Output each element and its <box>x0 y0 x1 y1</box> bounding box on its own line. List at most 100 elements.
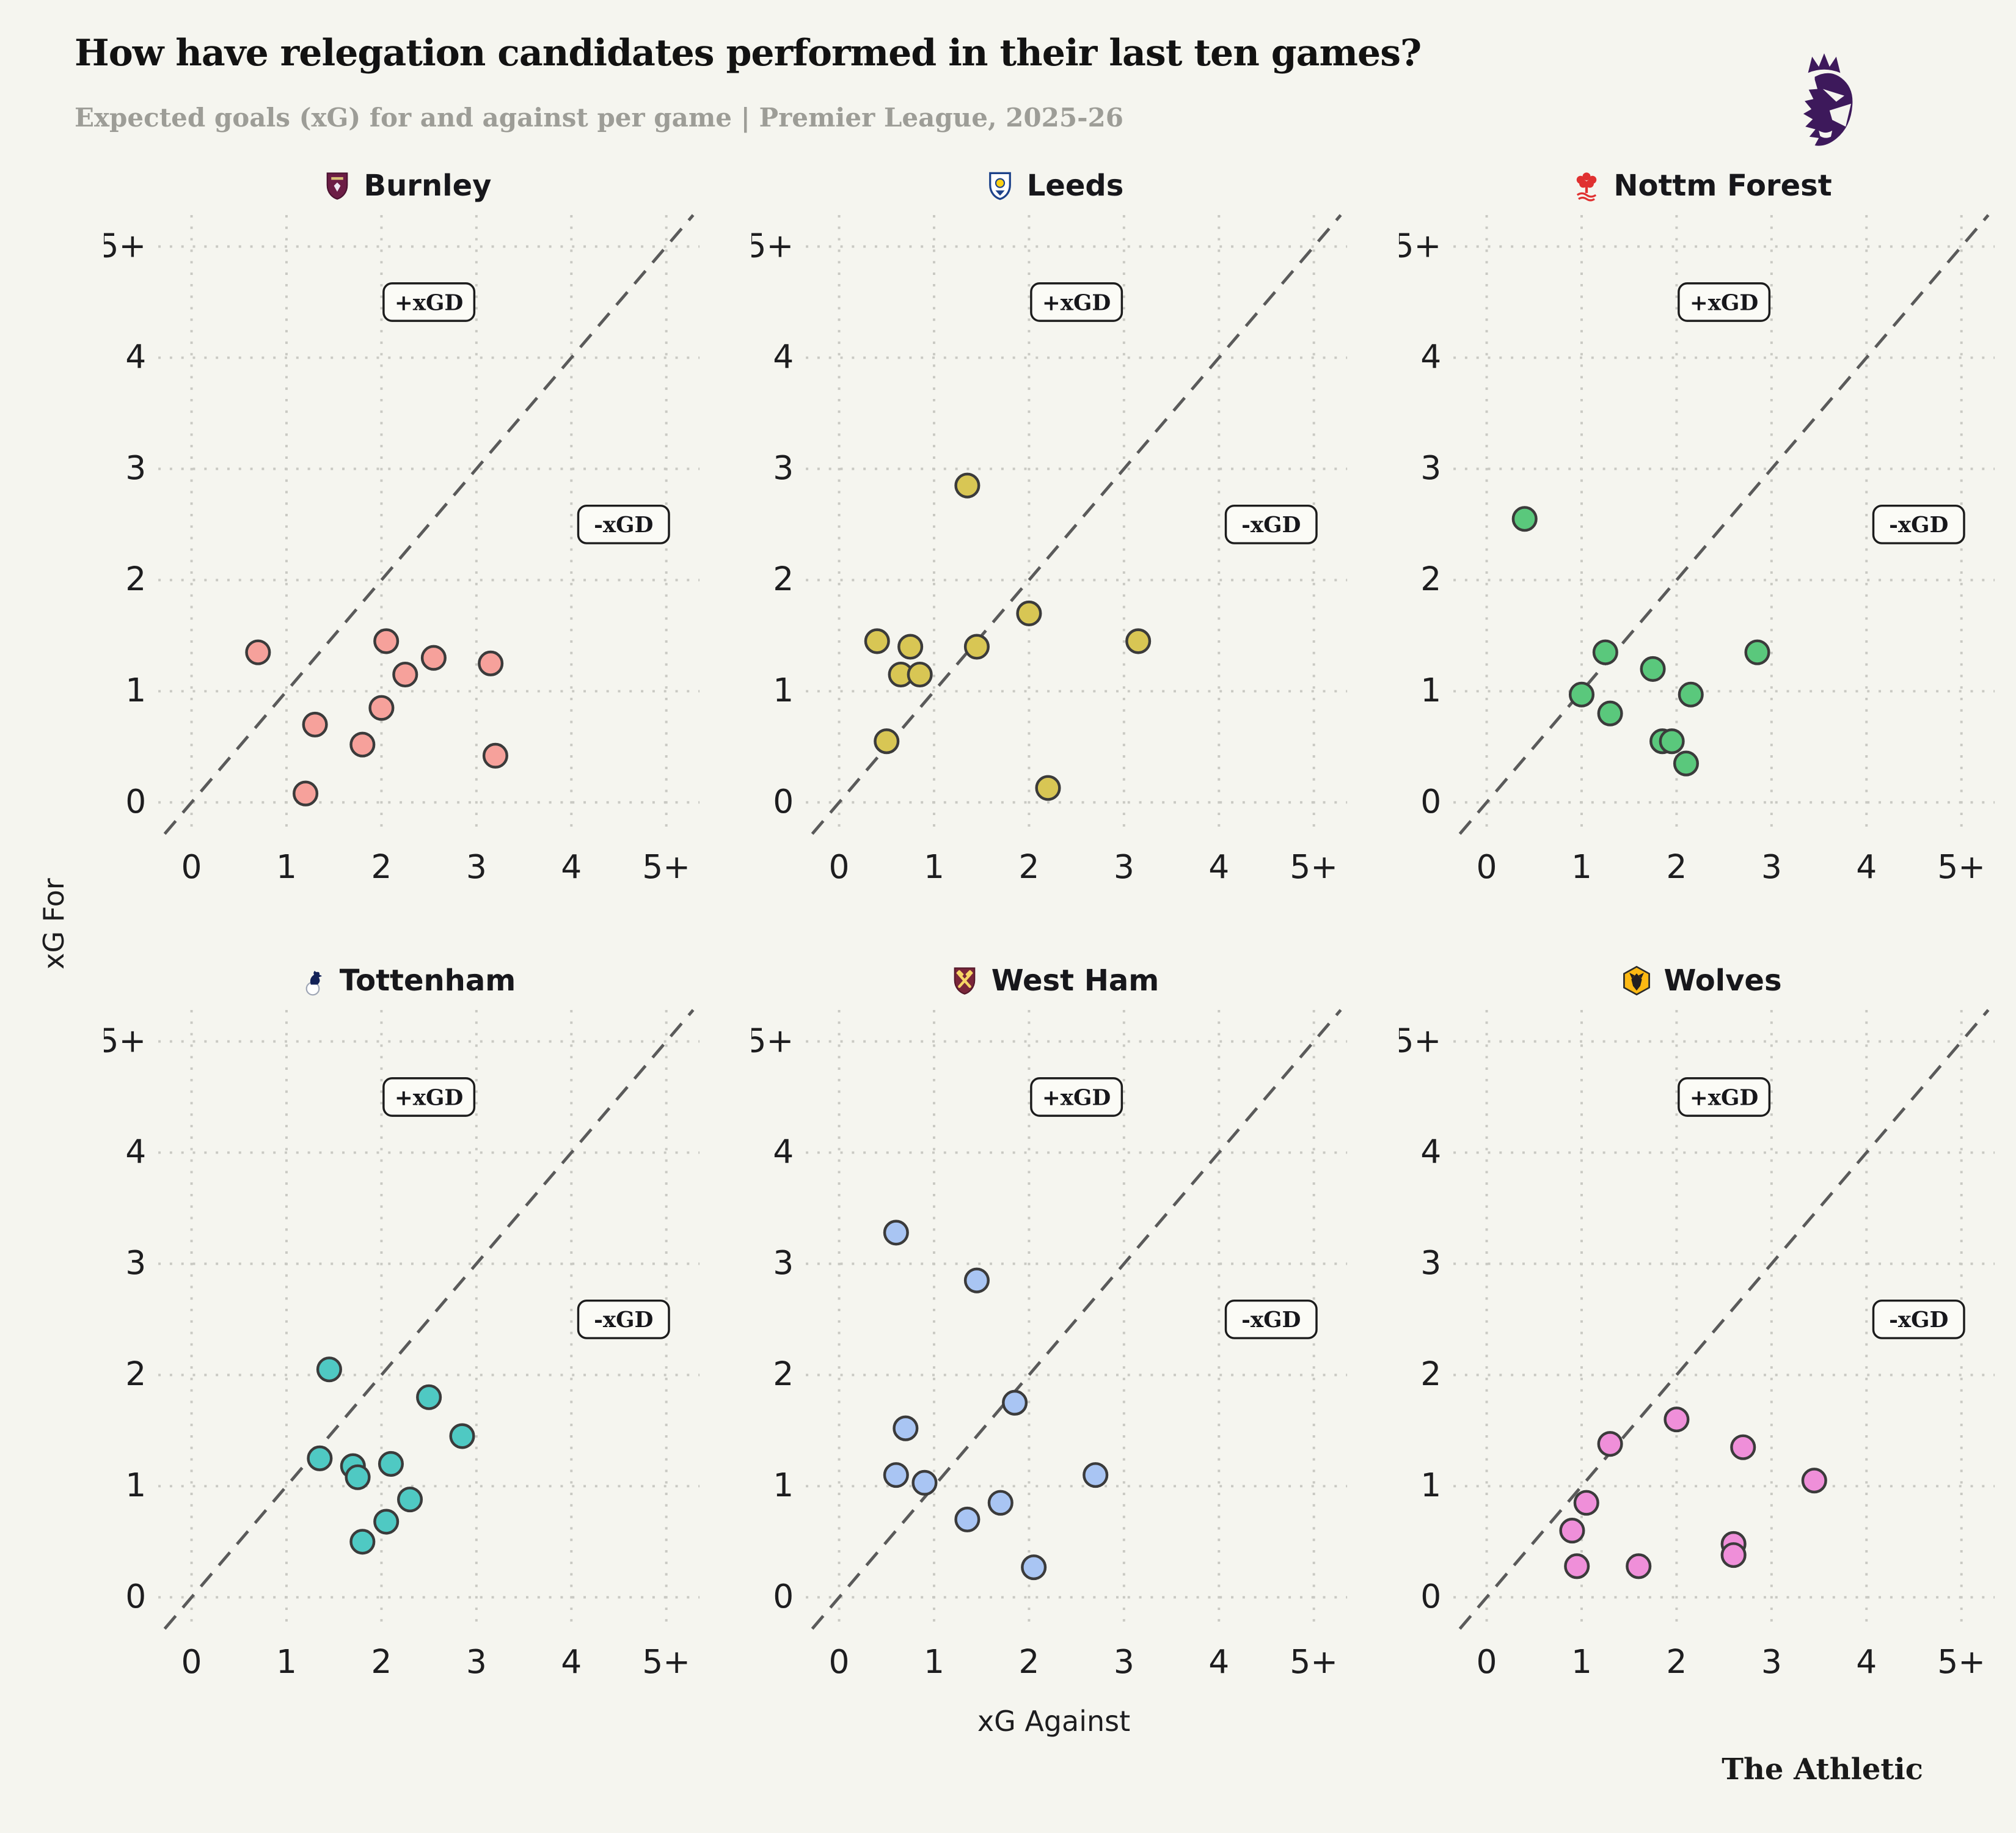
y-tick-label: 0 <box>1420 1577 1441 1615</box>
data-point <box>1035 775 1061 801</box>
team-name: West Ham <box>991 964 1160 998</box>
leeds-plot: 00 1 1 2 2 3 3 4 4 5+ 5+ +xGD -xGD <box>751 214 1348 885</box>
data-point <box>1801 1468 1827 1494</box>
negative-xgd-annotation: -xGD <box>1224 1299 1318 1339</box>
data-point <box>302 711 328 737</box>
data-point <box>911 1469 938 1496</box>
y-tick-label: 1 <box>125 671 146 709</box>
x-tick-label: 0 <box>1477 1642 1497 1680</box>
data-points <box>864 472 1152 801</box>
y-tick-label: 4 <box>1420 337 1441 376</box>
data-point <box>874 728 900 755</box>
data-point <box>907 661 933 688</box>
data-point <box>1568 681 1595 708</box>
tottenham-plot: 00 1 1 2 2 3 3 4 4 5+ 5+ +xGD -xGD <box>104 1009 700 1680</box>
data-point <box>478 650 504 676</box>
y-tick-label: 2 <box>125 1355 146 1393</box>
svg-text:+xGD: +xGD <box>395 290 463 315</box>
x-tick-label: 2 <box>1666 1642 1687 1680</box>
data-point <box>397 1487 423 1513</box>
data-point <box>1673 750 1699 777</box>
wolves-badge-icon <box>1621 965 1653 997</box>
x-tick-label: 1 <box>1571 847 1592 885</box>
data-point <box>883 1220 909 1246</box>
x-tick-label: 0 <box>829 1642 850 1680</box>
svg-text:-xGD: -xGD <box>1241 513 1301 538</box>
y-tick-label: 1 <box>1420 1466 1441 1504</box>
x-tick-label: 5+ <box>1937 847 1985 885</box>
subplot-burnley: Burnley 00 1 1 2 2 3 3 4 4 5+ 5+ +xGD -xGD <box>104 164 709 885</box>
x-tick-label: 2 <box>371 1642 392 1680</box>
data-point <box>1640 656 1666 682</box>
y-tick-label: 2 <box>1420 560 1441 598</box>
premier-league-lion-icon <box>1783 51 1866 159</box>
x-tick-label: 5+ <box>1290 847 1338 885</box>
x-tick-label: 2 <box>1666 847 1687 885</box>
burnley-badge-icon <box>321 170 353 202</box>
data-point <box>1083 1462 1109 1488</box>
x-tick-label: 3 <box>466 1642 487 1680</box>
y-tick-label: 4 <box>125 1132 146 1171</box>
subplot-grid: Burnley 00112233445+5++xGD-xGD Leeds 001… <box>104 164 2004 1680</box>
y-tick-label: 0 <box>773 1577 794 1615</box>
y-tick-label: 3 <box>773 448 794 487</box>
y-tick-label: 3 <box>125 1243 146 1282</box>
y-tick-label: 1 <box>125 1466 146 1504</box>
diagonal-reference-line <box>163 1009 695 1630</box>
y-tick-label: 1 <box>1420 671 1441 709</box>
nottm-forest-badge-icon <box>1571 170 1602 202</box>
y-tick-label: 3 <box>1420 448 1441 487</box>
data-point <box>420 645 447 671</box>
data-point <box>392 661 418 688</box>
subplot-leeds: Leeds 00 1 1 2 2 3 3 4 4 5+ 5+ +xGD -xGD <box>751 164 1356 885</box>
x-tick-label: 4 <box>1856 1642 1877 1680</box>
data-points <box>883 1220 1109 1581</box>
data-point <box>345 1464 371 1490</box>
data-point <box>245 639 271 665</box>
x-tick-label: 0 <box>181 847 202 885</box>
positive-xgd-annotation: +xGD <box>1678 1077 1771 1117</box>
data-point <box>378 1451 404 1477</box>
data-point <box>963 634 990 660</box>
x-axis-label: xG Against <box>977 1705 1131 1738</box>
tick-labels: 00 1 1 2 2 3 3 4 4 5+ 5+ <box>751 226 1338 885</box>
data-point <box>1597 1431 1623 1457</box>
x-tick-label: 2 <box>1018 1642 1039 1680</box>
svg-text:+xGD: +xGD <box>1042 1085 1111 1110</box>
data-point <box>963 1267 990 1293</box>
data-point <box>954 1506 981 1532</box>
x-tick-label: 2 <box>371 847 392 885</box>
y-tick-label: 5+ <box>104 226 146 265</box>
data-point <box>1678 681 1704 708</box>
data-point <box>349 731 376 758</box>
subplot-tottenham: Tottenham 00 1 1 2 2 3 3 4 4 5+ 5+ +xGD -xGD <box>104 959 709 1680</box>
x-tick-label: 1 <box>924 1642 944 1680</box>
y-tick-label: 1 <box>773 671 794 709</box>
data-point <box>1592 639 1618 665</box>
data-point <box>1744 639 1770 665</box>
y-tick-label: 4 <box>773 337 794 376</box>
y-axis-label: xG For <box>37 878 70 970</box>
page-subtitle: Expected goals (xG) for and against per … <box>75 103 1123 133</box>
x-tick-label: 1 <box>1571 1642 1592 1680</box>
data-point <box>893 1415 919 1441</box>
svg-text:-xGD: -xGD <box>594 513 653 538</box>
data-point <box>482 742 508 769</box>
x-tick-label: 3 <box>466 847 487 885</box>
data-point <box>864 628 890 654</box>
x-tick-label: 0 <box>181 1642 202 1680</box>
y-tick-label: 2 <box>773 1355 794 1393</box>
data-point <box>1021 1554 1047 1581</box>
y-tick-label: 4 <box>1420 1132 1441 1171</box>
data-points <box>1559 1407 1827 1579</box>
y-tick-label: 2 <box>773 560 794 598</box>
data-points <box>307 1356 475 1555</box>
team-name: Tottenham <box>339 964 516 998</box>
data-point <box>449 1423 475 1449</box>
data-point <box>987 1490 1013 1516</box>
tick-labels: 00 1 1 2 2 3 3 4 4 5+ 5+ <box>751 1021 1338 1680</box>
team-name: Nottm Forest <box>1613 169 1832 203</box>
data-point <box>1564 1553 1590 1579</box>
data-point <box>1597 700 1623 726</box>
